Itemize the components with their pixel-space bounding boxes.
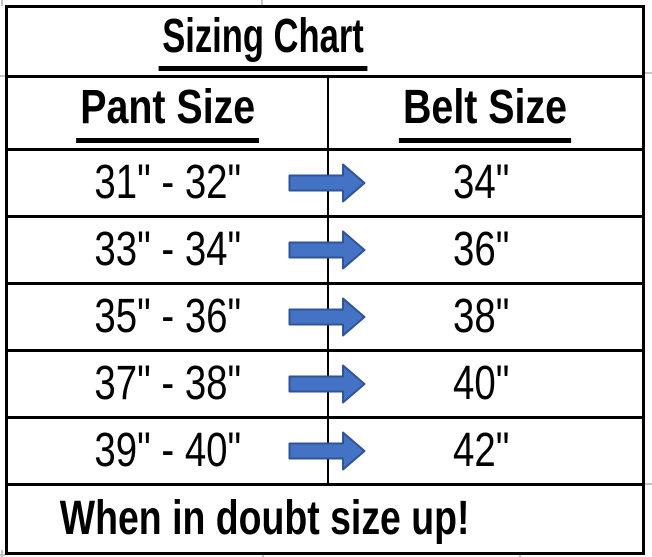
footer-row: When in doubt size up! bbox=[8, 483, 642, 552]
chart-title: Sizing Chart bbox=[158, 11, 368, 72]
pant-size-value: 31" - 32" bbox=[94, 155, 241, 209]
header-row: Pant Size Belt Size bbox=[8, 75, 642, 148]
table-row: 31" - 32" 34" bbox=[8, 148, 642, 215]
gridline-stub bbox=[1, 0, 3, 6]
pant-size-value: 39" - 40" bbox=[94, 423, 241, 477]
belt-size-cell: 36" bbox=[327, 218, 642, 282]
right-arrow-icon bbox=[288, 297, 366, 337]
belt-size-cell: 42" bbox=[327, 419, 642, 483]
gridline-stub bbox=[0, 554, 5, 556]
belt-size-cell: 34" bbox=[327, 151, 642, 215]
pant-size-cell: 31" - 32" bbox=[8, 151, 327, 215]
table-row: 33" - 34" 36" bbox=[8, 215, 642, 282]
belt-size-header-label: Belt Size bbox=[399, 82, 572, 143]
gridline-stub bbox=[645, 72, 652, 74]
table-row: 39" - 40" 42" bbox=[8, 416, 642, 483]
column-header-belt-size: Belt Size bbox=[327, 78, 642, 148]
belt-size-value: 34" bbox=[453, 155, 510, 209]
right-arrow-icon bbox=[288, 364, 366, 404]
pant-size-value: 37" - 38" bbox=[94, 356, 241, 410]
footer-note: When in doubt size up! bbox=[60, 491, 470, 545]
gridline-stub bbox=[261, 0, 263, 5]
pant-size-value: 35" - 36" bbox=[94, 289, 241, 343]
sizing-chart-table: Sizing Chart Pant Size Belt Size 31" - 3… bbox=[5, 5, 645, 555]
pant-size-cell: 33" - 34" bbox=[8, 218, 327, 282]
pant-size-cell: 39" - 40" bbox=[8, 419, 327, 483]
pant-size-value: 33" - 34" bbox=[94, 222, 241, 276]
column-header-pant-size: Pant Size bbox=[8, 78, 327, 148]
gridline-stub bbox=[262, 553, 264, 557]
table-row: 35" - 36" 38" bbox=[8, 282, 642, 349]
pant-size-cell: 35" - 36" bbox=[8, 285, 327, 349]
gridline-stub bbox=[1, 550, 3, 557]
belt-size-value: 42" bbox=[453, 423, 510, 477]
title-row: Sizing Chart bbox=[8, 8, 642, 75]
gridline-stub bbox=[0, 75, 5, 77]
pant-size-cell: 37" - 38" bbox=[8, 352, 327, 416]
table-row: 37" - 38" 40" bbox=[8, 349, 642, 416]
right-arrow-icon bbox=[288, 431, 366, 471]
gridline-stub bbox=[519, 553, 521, 557]
belt-size-value: 38" bbox=[453, 289, 510, 343]
right-arrow-icon bbox=[288, 230, 366, 270]
right-arrow-icon bbox=[288, 163, 366, 203]
belt-size-value: 40" bbox=[453, 356, 510, 410]
belt-size-value: 36" bbox=[453, 222, 510, 276]
gridline-stub bbox=[645, 483, 652, 485]
pant-size-header-label: Pant Size bbox=[75, 82, 260, 143]
belt-size-cell: 38" bbox=[327, 285, 642, 349]
belt-size-cell: 40" bbox=[327, 352, 642, 416]
